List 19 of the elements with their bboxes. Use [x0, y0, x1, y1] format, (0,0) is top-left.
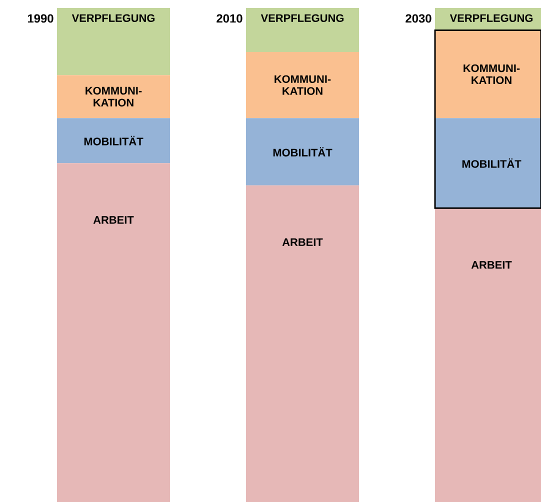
text: ARBEIT — [282, 238, 323, 246]
text: MOBILITÄT — [462, 158, 522, 168]
text: ARBEIT — [93, 216, 134, 224]
series-label: KOMMUNI-KATION — [86, 86, 142, 107]
text: MOBILITÄT — [273, 147, 332, 156]
bar — [57, 163, 170, 502]
bar — [57, 118, 170, 164]
series-label: MOBILITÄT — [84, 136, 144, 146]
text: VERPFLEGUNG — [450, 14, 533, 22]
bar — [57, 8, 170, 76]
x-tick-label: 2010 — [216, 14, 242, 23]
bar — [57, 75, 170, 118]
text: KOMMUNI-KATION — [464, 64, 520, 84]
x-tick-label: 2030 — [406, 14, 432, 23]
x-tick-label: 1990 — [28, 14, 54, 23]
series-label: VERPFLEGUNG — [72, 14, 155, 22]
text: VERPFLEGUNG — [260, 14, 344, 22]
text: KOMMUNI-KATION — [274, 75, 331, 95]
series-label: ARBEIT — [471, 261, 512, 269]
